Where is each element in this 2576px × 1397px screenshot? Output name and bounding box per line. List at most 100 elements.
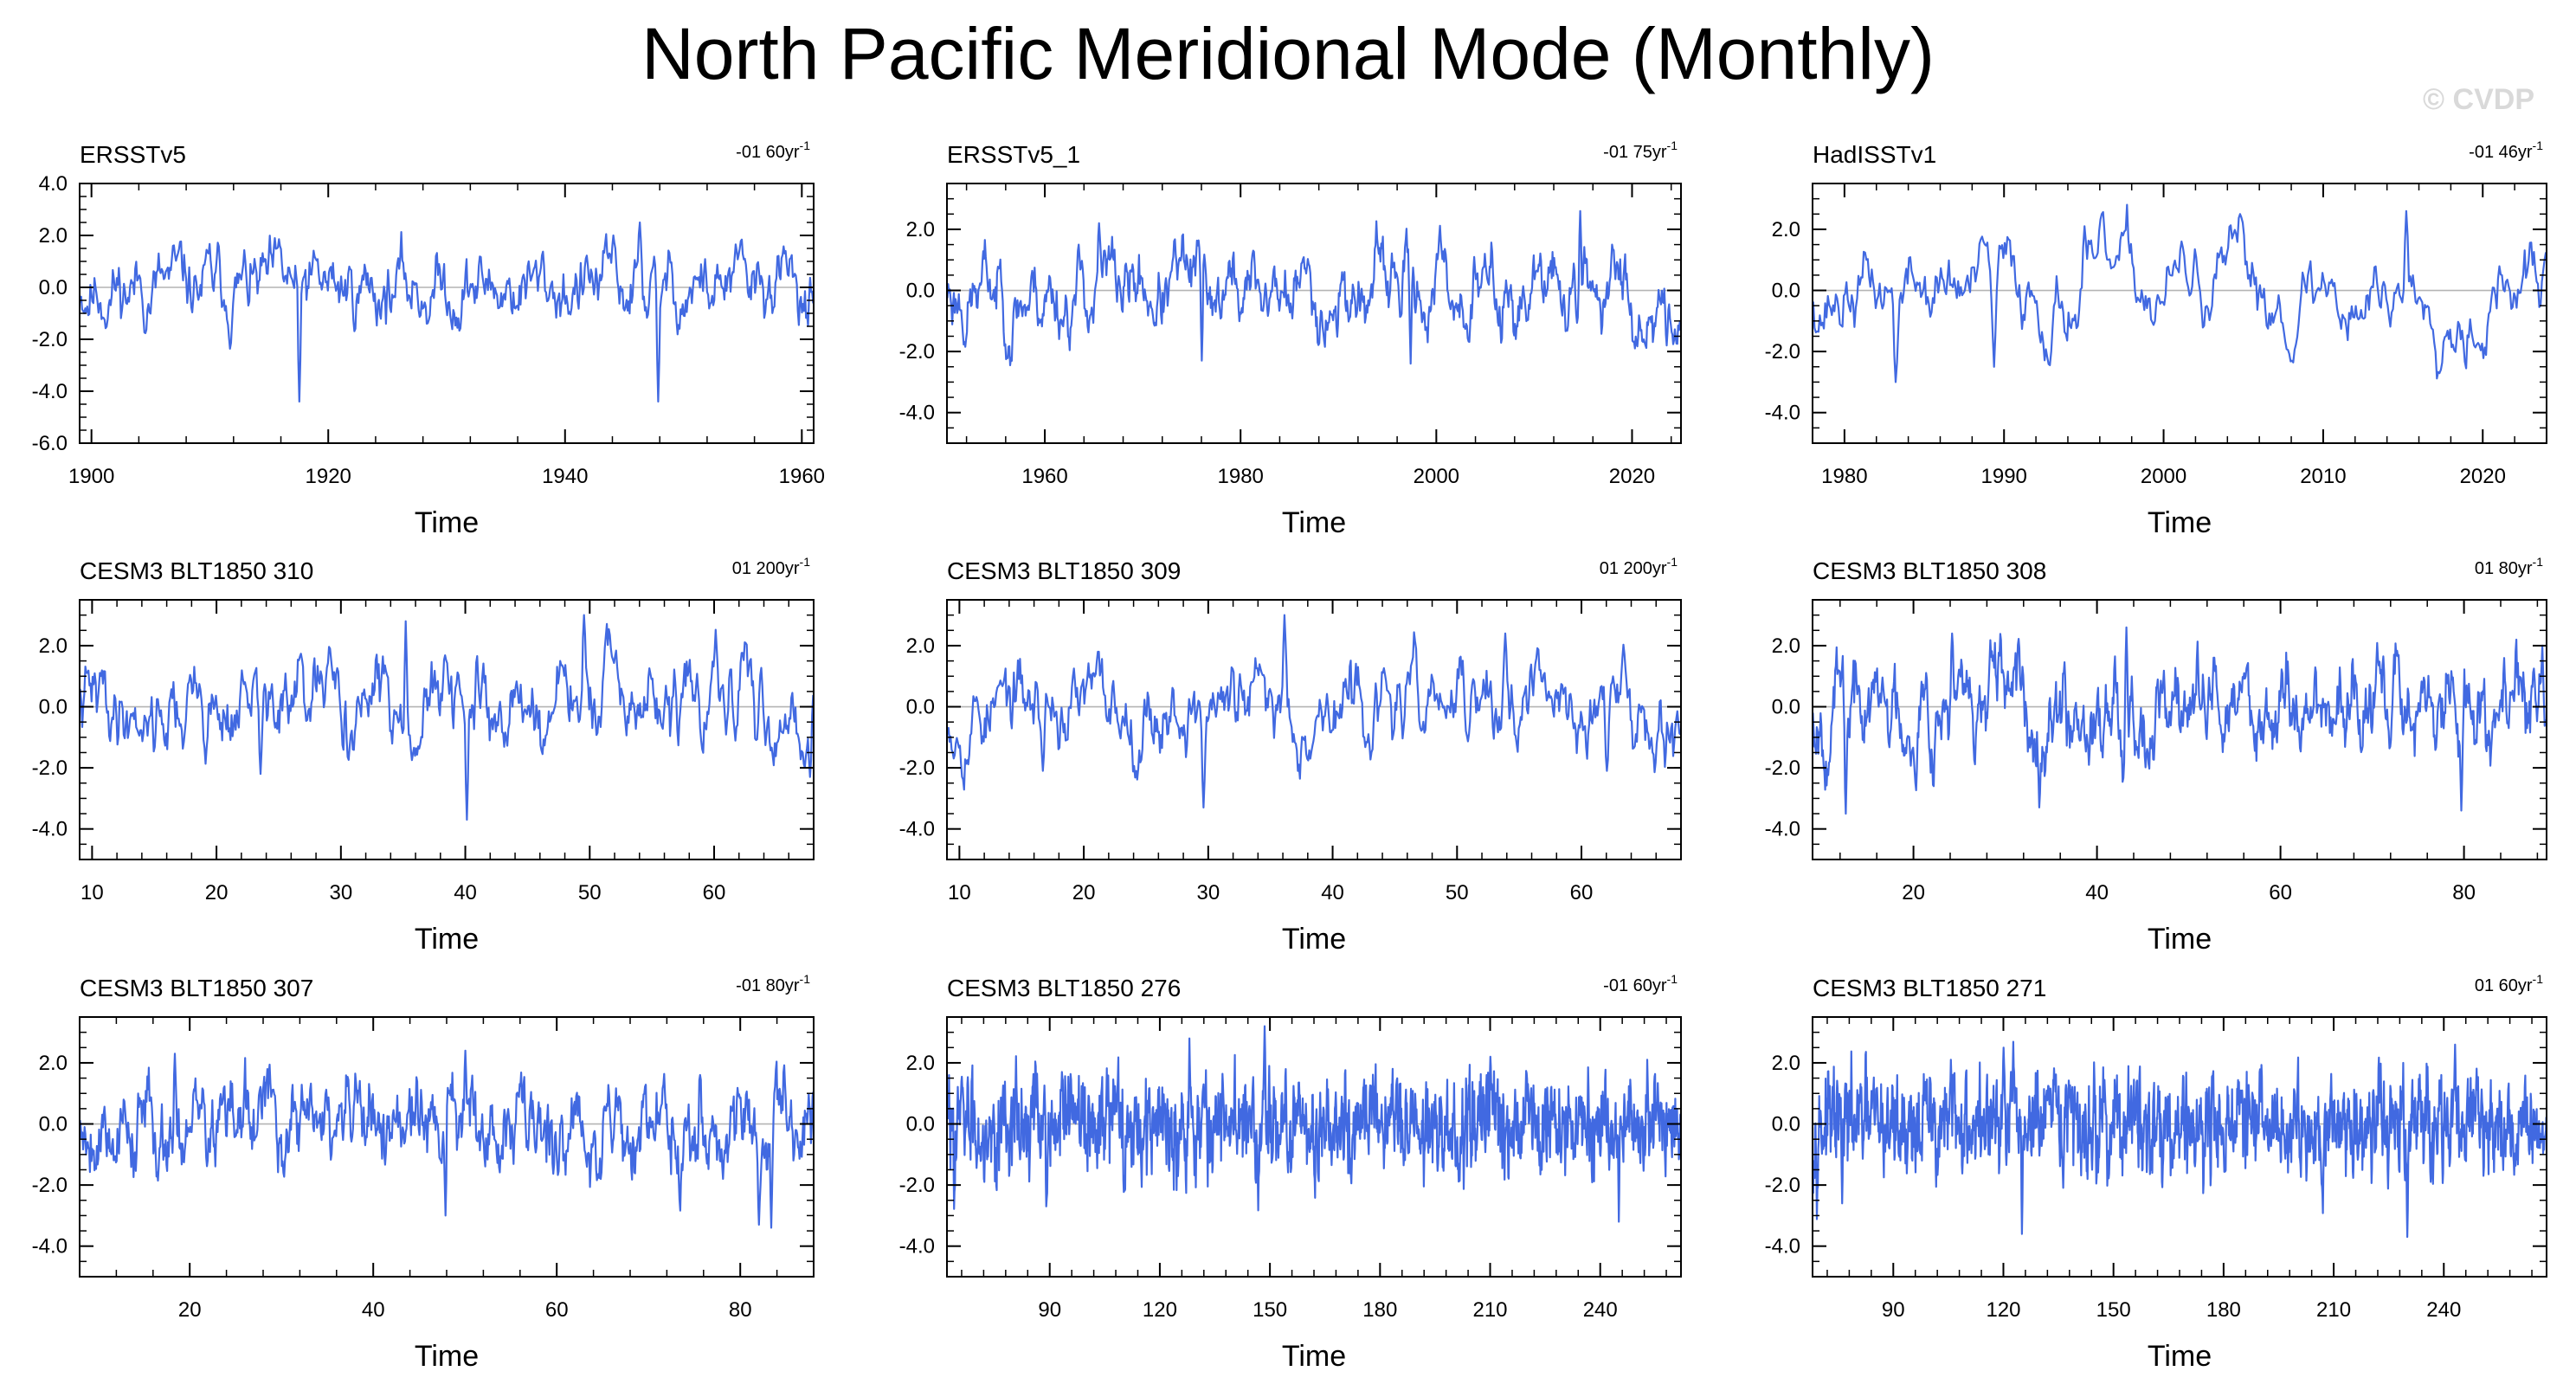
x-tick-label: 210	[2316, 1298, 2351, 1322]
trend-value: 01 200yr	[732, 559, 800, 578]
chart-panel-7: CESM3 BLT1850 307 -01 80yr-1 20 40 60 80 -4.0 -…	[32, 972, 815, 1373]
chart-panel-8: CESM3 BLT1850 276 -01 60yr-1 90 120 150 180 21…	[899, 972, 1682, 1373]
y-tick-label: 2.0	[1772, 634, 1800, 658]
plot-frame	[79, 599, 815, 860]
y-tick-label: -2.0	[1765, 1174, 1800, 1197]
series-line	[1812, 626, 2547, 815]
panel-title: CESM3 BLT1850 310	[80, 557, 313, 584]
x-tick-label: 180	[2206, 1298, 2241, 1322]
x-tick-label: 60	[2269, 881, 2292, 905]
panel-title: HadISSTv1	[1813, 141, 1936, 168]
x-axis-label: Time	[1282, 923, 1346, 956]
chart-panel-3: HadISSTv1 -01 46yr-1 1980 1990 2000 2010 2020 -…	[1765, 138, 2547, 539]
x-tick-label: 80	[2452, 881, 2476, 905]
trend-value: -01 60yr	[1603, 976, 1667, 995]
x-tick-label: 40	[1321, 881, 1344, 905]
x-tick-label: 150	[1253, 1298, 1287, 1322]
x-tick-label: 10	[80, 881, 104, 905]
x-axis-label: Time	[415, 1340, 479, 1373]
trend-value: 01 80yr	[2475, 559, 2533, 578]
x-axis-label: Time	[2148, 506, 2212, 539]
trend-exponent: -1	[1667, 555, 1678, 569]
y-tick-label: 2.0	[39, 224, 68, 248]
y-tick-label: 0.0	[1772, 280, 1800, 303]
plot-frame	[946, 599, 1682, 860]
x-tick-label: 1980	[1821, 465, 1867, 488]
panel-title: CESM3 BLT1850 307	[80, 975, 313, 1001]
y-tick-label: -2.0	[899, 1174, 935, 1197]
x-tick-label: 20	[205, 881, 229, 905]
trend-label: 01 80yr-1	[2475, 555, 2543, 578]
x-tick-label: 1990	[1981, 465, 2027, 488]
series-line	[1812, 1040, 2547, 1239]
trend-label: -01 46yr-1	[2469, 138, 2543, 162]
panel-title: CESM3 BLT1850 309	[947, 557, 1181, 584]
x-tick-label: 60	[545, 1298, 569, 1322]
x-tick-label: 50	[1446, 881, 1469, 905]
y-tick-label: -2.0	[899, 340, 935, 364]
x-tick-label: 40	[362, 1298, 385, 1322]
trend-label: 01 200yr-1	[732, 555, 811, 578]
x-tick-label: 2010	[2300, 465, 2346, 488]
x-tick-label: 2000	[2141, 465, 2186, 488]
x-tick-label: 1960	[779, 465, 825, 488]
panel-title: ERSSTv5_1	[947, 141, 1080, 168]
y-tick-label: 0.0	[906, 696, 935, 719]
trend-label: -01 80yr-1	[736, 972, 810, 995]
y-tick-label: 2.0	[906, 634, 935, 658]
chart-panel-2: ERSSTv5_1 -01 75yr-1 1960 1980 2000 2020 -4.0 -…	[899, 138, 1682, 539]
trend-exponent: -1	[1667, 972, 1678, 986]
trend-exponent: -1	[2533, 555, 2544, 569]
x-tick-label: 1900	[68, 465, 114, 488]
x-tick-label: 30	[1196, 881, 1220, 905]
trend-value: -01 46yr	[2469, 143, 2533, 162]
y-tick-label: 2.0	[1772, 218, 1800, 241]
x-axis-label: Time	[2148, 923, 2212, 956]
x-tick-label: 50	[578, 881, 602, 905]
y-tick-label: -4.0	[1765, 402, 1800, 425]
trend-exponent: -1	[800, 555, 811, 569]
y-tick-label: -4.0	[899, 1235, 935, 1259]
x-axis-label: Time	[1282, 1340, 1346, 1373]
x-tick-label: 2020	[1609, 465, 1655, 488]
y-tick-label: -2.0	[1765, 756, 1800, 780]
y-tick-label: -2.0	[32, 328, 68, 351]
chart-panel-9: CESM3 BLT1850 271 01 60yr-1 90 120 150 180 210…	[1765, 972, 2547, 1373]
x-axis-label: Time	[1282, 506, 1346, 539]
trend-value: -01 75yr	[1603, 143, 1667, 162]
series-line	[79, 614, 815, 821]
y-tick-label: -4.0	[32, 1235, 68, 1259]
trend-value: 01 60yr	[2475, 976, 2533, 995]
trend-label: -01 60yr-1	[736, 138, 810, 162]
plot-frame	[946, 183, 1682, 444]
x-tick-label: 20	[178, 1298, 202, 1322]
x-tick-label: 10	[948, 881, 971, 905]
x-tick-label: 2000	[1414, 465, 1459, 488]
y-tick-label: 4.0	[39, 172, 68, 196]
y-tick-label: 0.0	[39, 276, 68, 299]
trend-exponent: -1	[800, 138, 811, 152]
panel-title: CESM3 BLT1850 271	[1813, 975, 2046, 1001]
y-tick-label: 2.0	[39, 634, 68, 658]
chart-panel-5: CESM3 BLT1850 309 01 200yr-1 10 20 30 40 50 60 -…	[899, 555, 1682, 956]
y-tick-label: 0.0	[1772, 696, 1800, 719]
x-tick-label: 120	[1986, 1298, 2020, 1322]
x-axis-label: Time	[2148, 1340, 2212, 1373]
x-tick-label: 20	[1902, 881, 1925, 905]
y-tick-label: 2.0	[906, 218, 935, 241]
chart-panel-1: ERSSTv5 -01 60yr-1 1900 1920 1940 1960 -6.0 -4.…	[32, 138, 825, 539]
x-tick-label: 1980	[1218, 465, 1264, 488]
trend-exponent: -1	[2533, 138, 2544, 152]
x-tick-label: 2020	[2460, 465, 2506, 488]
x-tick-label: 60	[703, 881, 726, 905]
trend-label: -01 60yr-1	[1603, 972, 1678, 995]
x-tick-label: 210	[1472, 1298, 1507, 1322]
y-tick-label: 0.0	[39, 1113, 68, 1136]
y-tick-label: 0.0	[906, 280, 935, 303]
y-tick-label: -4.0	[32, 380, 68, 403]
series-line	[946, 614, 1682, 809]
x-tick-label: 90	[1882, 1298, 1905, 1322]
y-tick-label: -4.0	[1765, 818, 1800, 841]
x-axis-label: Time	[415, 506, 479, 539]
